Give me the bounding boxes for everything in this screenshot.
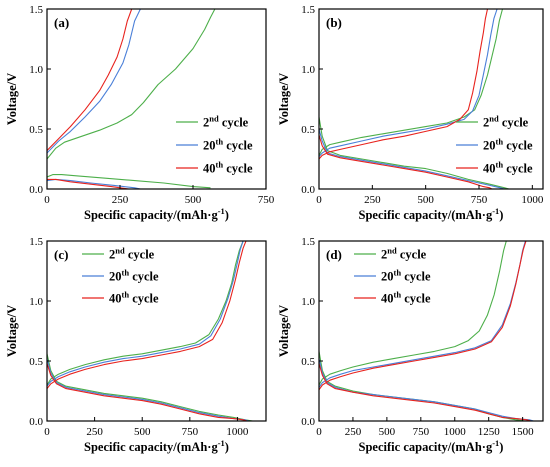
- series-line: [319, 116, 510, 189]
- series-line: [319, 9, 489, 160]
- chart-panel-a: 0 250 500 750 0.0 0.5 1.0 1.5 Specific capacity/…: [5, 4, 275, 222]
- y-tick-label: 1.0: [29, 64, 43, 76]
- series-line: [47, 353, 253, 421]
- plot-frame: [46, 8, 267, 190]
- x-tick-label: 250: [112, 194, 129, 206]
- series-line: [47, 9, 141, 154]
- series-line: [319, 134, 493, 189]
- x-axis-title: Specific capacity/(mAh·g-1): [359, 438, 504, 454]
- series-line: [47, 241, 244, 387]
- x-tick-label: 0: [316, 194, 322, 206]
- y-tick-label: 1.5: [29, 236, 43, 248]
- series-line: [47, 363, 248, 421]
- legend-label: 20th cycle: [203, 137, 253, 153]
- y-tick-label: 0.0: [301, 416, 315, 428]
- series-line: [319, 9, 498, 157]
- y-tick-label: 0.5: [301, 356, 315, 368]
- x-axis-title: Specific capacity/(mAh·g-1): [359, 206, 504, 222]
- y-axis-title: Voltage/V: [5, 73, 19, 125]
- x-tick-label: 1000: [226, 426, 249, 438]
- series-line: [319, 241, 507, 386]
- panel-label: (b): [326, 15, 342, 30]
- x-tick-label: 0: [44, 426, 50, 438]
- x-tick-label: 1000: [444, 426, 467, 438]
- legend-label: 40th cycle: [483, 160, 533, 176]
- panel-label: (c): [54, 247, 68, 262]
- x-tick-label: 1000: [521, 194, 544, 206]
- y-tick-label: 1.5: [29, 4, 43, 16]
- legend: 2nd cycle 20th cycle 40th cycle: [354, 246, 431, 306]
- y-tick-label: 1.5: [301, 4, 315, 16]
- y-tick-label: 0.5: [301, 124, 315, 136]
- series-line: [319, 241, 526, 388]
- y-tick-label: 0.0: [29, 184, 43, 196]
- series-line: [319, 241, 527, 391]
- legend-label: 20th cycle: [381, 268, 431, 284]
- y-axis-title: Voltage/V: [277, 73, 291, 125]
- chart-panel-d: 0 250 500 750 1000 1250 1500 0.0 0.5 1.0 1.5 Specif…: [277, 236, 544, 454]
- y-tick-label: 0.0: [301, 184, 315, 196]
- series-line: [319, 9, 504, 156]
- plot-frame: [46, 240, 267, 422]
- x-tick-label: 250: [364, 194, 381, 206]
- legend-label: 2nd cycle: [483, 114, 529, 130]
- x-tick-label: 500: [185, 194, 202, 206]
- legend: 2nd cycle 20th cycle 40th cycle: [176, 114, 253, 176]
- series-line: [47, 174, 211, 189]
- x-tick-label: 500: [134, 426, 151, 438]
- legend-label: 2nd cycle: [203, 114, 249, 130]
- legend: 2nd cycle 20th cycle 40th cycle: [456, 114, 533, 176]
- series-line: [47, 178, 129, 189]
- x-tick-label: 750: [182, 426, 199, 438]
- x-tick-label: 250: [345, 426, 362, 438]
- y-tick-label: 1.0: [29, 296, 43, 308]
- chart-panel-b: 0 250 500 750 1000 0.0 0.5 1.0 1.5 Specific capac…: [277, 4, 544, 222]
- x-tick-label: 250: [86, 426, 103, 438]
- legend: 2nd cycle 20th cycle 40th cycle: [82, 246, 159, 306]
- y-tick-label: 1.0: [301, 64, 315, 76]
- y-tick-label: 0.5: [29, 124, 43, 136]
- series-line: [47, 241, 244, 386]
- series-line: [47, 9, 216, 160]
- y-tick-label: 0.5: [29, 356, 43, 368]
- panel-label: (a): [54, 15, 69, 30]
- y-axis-title: Voltage/V: [277, 305, 291, 357]
- x-tick-label: 1250: [478, 426, 501, 438]
- x-tick-label: 1500: [512, 426, 535, 438]
- chart-panel-c: 0 250 500 750 1000 0.0 0.5 1.0 1.5 Specific capac…: [5, 236, 267, 454]
- x-tick-label: 500: [417, 194, 434, 206]
- x-axis-title: Specific capacity/(mAh·g-1): [84, 438, 229, 454]
- y-tick-label: 1.5: [301, 236, 315, 248]
- series-line: [319, 351, 526, 421]
- x-tick-label: 0: [44, 194, 50, 206]
- legend-label: 40th cycle: [109, 290, 159, 306]
- series-line: [47, 358, 250, 421]
- y-tick-label: 0.0: [29, 416, 43, 428]
- series-line: [319, 363, 531, 421]
- series-line: [47, 9, 133, 151]
- x-tick-label: 500: [379, 426, 396, 438]
- x-tick-label: 750: [471, 194, 488, 206]
- legend-label: 2nd cycle: [109, 246, 155, 262]
- legend-label: 2nd cycle: [381, 246, 427, 262]
- x-tick-label: 750: [413, 426, 430, 438]
- legend-label: 40th cycle: [203, 160, 253, 176]
- x-axis-title: Specific capacity/(mAh·g-1): [84, 206, 229, 222]
- x-tick-label: 750: [258, 194, 275, 206]
- series-line: [47, 241, 247, 389]
- plot-frame: [318, 240, 544, 422]
- legend-label: 40th cycle: [381, 290, 431, 306]
- y-tick-label: 1.0: [301, 296, 315, 308]
- series-line: [319, 358, 534, 421]
- plot-frame: [318, 8, 544, 190]
- legend-label: 20th cycle: [483, 137, 533, 153]
- y-axis-title: Voltage/V: [5, 305, 19, 357]
- panel-label: (d): [326, 247, 342, 262]
- legend-label: 20th cycle: [109, 268, 159, 284]
- x-tick-label: 0: [316, 426, 322, 438]
